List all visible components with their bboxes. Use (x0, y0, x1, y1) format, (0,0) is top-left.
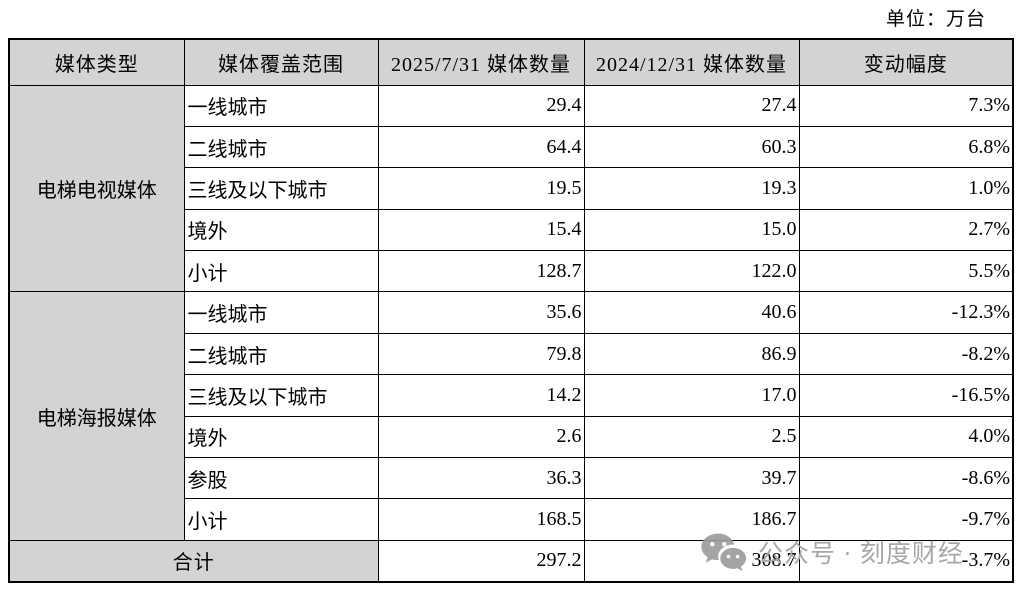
total-value-2024-cell: 308.7 (583, 539, 800, 583)
table-row: 小计 128.7 122.0 5.5% (9, 250, 1014, 293)
col-header-change: 变动幅度 (798, 38, 1014, 86)
value-2025-cell: 36.3 (377, 457, 585, 500)
table-row: 三线及以下城市 14.2 17.0 -16.5% (9, 374, 1014, 417)
value-2025-cell: 19.5 (377, 167, 585, 210)
change-cell: -8.6% (798, 457, 1014, 500)
total-row: 合计 297.2 308.7 -3.7% (8, 539, 1014, 583)
change-cell: 2.7% (798, 208, 1014, 252)
value-2025-cell: 14.2 (377, 374, 585, 417)
change-cell: 4.0% (798, 415, 1014, 459)
table-row: 三线及以下城市 19.5 19.3 1.0% (9, 167, 1014, 210)
value-2024-cell: 39.7 (583, 457, 800, 500)
change-cell: -12.3% (798, 291, 1014, 334)
scope-cell: 三线及以下城市 (183, 374, 379, 417)
value-2025-cell: 2.6 (377, 415, 585, 459)
col-header-media-type: 媒体类型 (8, 38, 185, 86)
scope-cell: 小计 (183, 498, 379, 541)
table-row: 境外 15.4 15.0 2.7% (9, 208, 1014, 252)
change-cell: 1.0% (798, 167, 1014, 210)
value-2025-cell: 168.5 (377, 498, 585, 541)
table-row: 电梯海报媒体 一线城市 35.6 40.6 -12.3% (8, 291, 1014, 541)
change-cell: 7.3% (798, 84, 1014, 127)
value-2025-cell: 29.4 (377, 84, 585, 127)
value-2024-cell: 86.9 (583, 332, 800, 376)
value-2024-cell: 40.6 (583, 291, 800, 334)
scope-cell: 境外 (183, 208, 379, 252)
value-2025-cell: 79.8 (377, 332, 585, 376)
col-header-count-2025: 2025/7/31 媒体数量 (377, 38, 585, 86)
value-2024-cell: 27.4 (583, 84, 800, 127)
table-row: 二线城市 79.8 86.9 -8.2% (9, 332, 1014, 376)
scope-cell: 二线城市 (183, 332, 379, 376)
scope-cell: 小计 (183, 250, 379, 293)
value-2025-cell: 15.4 (377, 208, 585, 252)
value-2024-cell: 15.0 (583, 208, 800, 252)
value-2024-cell: 60.3 (583, 125, 800, 169)
total-label-cell: 合计 (8, 539, 379, 583)
scope-cell: 参股 (183, 457, 379, 500)
media-stats-table: 媒体类型 媒体覆盖范围 2025/7/31 媒体数量 2024/12/31 媒体… (8, 38, 1014, 583)
value-2025-cell: 64.4 (377, 125, 585, 169)
group-cell-poster-media: 电梯海报媒体 (8, 291, 185, 541)
unit-label: 单位：万台 (885, 9, 986, 30)
scope-cell: 二线城市 (183, 125, 379, 169)
value-2025-cell: 35.6 (377, 291, 585, 334)
col-header-coverage: 媒体覆盖范围 (183, 38, 379, 86)
group-cell-tv-media: 电梯电视媒体 (8, 84, 185, 293)
value-2024-cell: 186.7 (583, 498, 800, 541)
change-cell: -9.7% (798, 498, 1014, 541)
value-2024-cell: 17.0 (583, 374, 800, 417)
table-row: 参股 36.3 39.7 -8.6% (9, 457, 1014, 500)
scope-cell: 三线及以下城市 (183, 167, 379, 210)
col-header-count-2024: 2024/12/31 媒体数量 (583, 38, 800, 86)
change-cell: 6.8% (798, 125, 1014, 169)
scope-cell: 一线城市 (183, 291, 379, 334)
change-cell: -16.5% (798, 374, 1014, 417)
total-value-2025-cell: 297.2 (377, 539, 585, 583)
value-2024-cell: 122.0 (583, 250, 800, 293)
change-cell: 5.5% (798, 250, 1014, 293)
change-cell: -8.2% (798, 332, 1014, 376)
table-row: 境外 2.6 2.5 4.0% (9, 415, 1014, 459)
scope-cell: 一线城市 (183, 84, 379, 127)
header-row: 媒体类型 媒体覆盖范围 2025/7/31 媒体数量 2024/12/31 媒体… (8, 38, 1014, 86)
table-row: 电梯电视媒体 一线城市 29.4 27.4 7.3% (8, 84, 1014, 293)
total-change-cell: -3.7% (798, 539, 1014, 583)
value-2024-cell: 19.3 (583, 167, 800, 210)
value-2024-cell: 2.5 (583, 415, 800, 459)
value-2025-cell: 128.7 (377, 250, 585, 293)
scope-cell: 境外 (183, 415, 379, 459)
table-row: 二线城市 64.4 60.3 6.8% (9, 125, 1014, 169)
